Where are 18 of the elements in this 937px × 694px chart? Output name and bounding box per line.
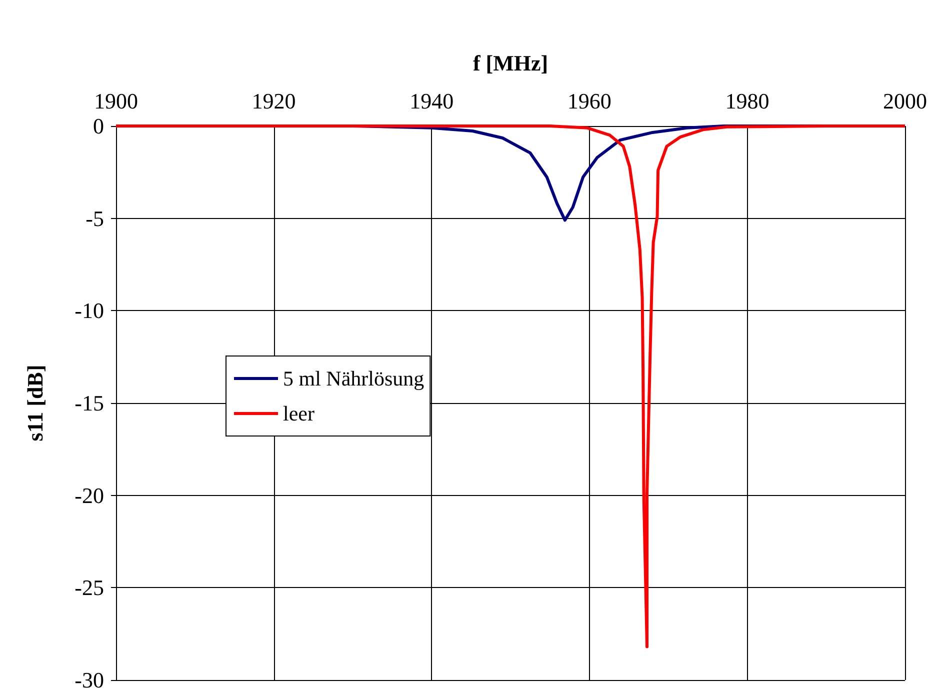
- y-tick-label: -5: [86, 206, 104, 231]
- y-tick-label: -25: [74, 575, 104, 600]
- y-tick-label: -10: [74, 298, 104, 324]
- x-tick-label: 2000: [883, 88, 927, 114]
- x-axis-title: f [MHz]: [472, 50, 548, 76]
- legend-label: leer: [283, 402, 314, 426]
- x-tick-label: 1940: [410, 88, 454, 114]
- x-tick-label: 1960: [567, 88, 612, 114]
- x-tick-label: 1920: [252, 88, 296, 114]
- x-tick-label: 1900: [94, 88, 138, 114]
- legend-label: 5 ml Nährlösung: [283, 366, 425, 390]
- line-series: [114, 124, 906, 648]
- y-tick-label: -30: [74, 668, 104, 692]
- y-axis-title: s11 [dB]: [22, 364, 48, 442]
- y-tick-label: 0: [93, 114, 104, 138]
- y-tick-label: -20: [74, 482, 104, 508]
- x-tick-label: 1980: [725, 88, 770, 114]
- y-tick-label: -15: [74, 390, 104, 416]
